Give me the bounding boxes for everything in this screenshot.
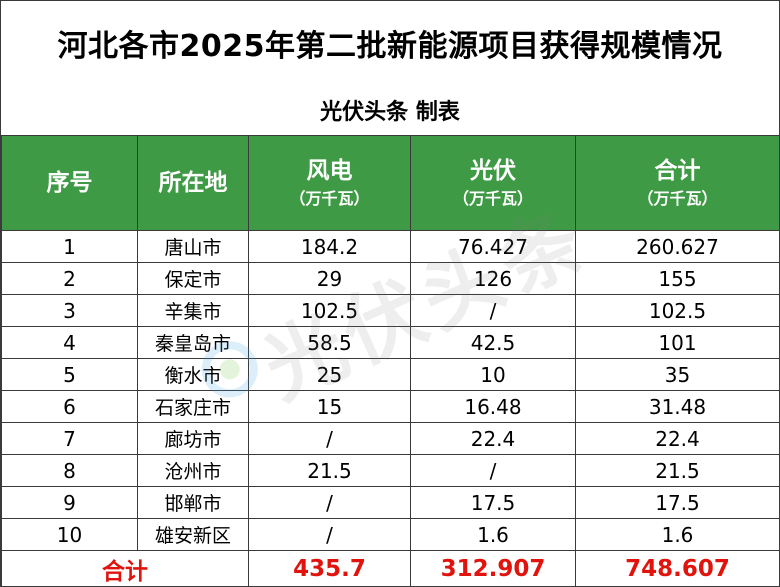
cell-wind: 15 — [248, 390, 411, 423]
cell-index: 5 — [1, 358, 138, 391]
header-wind: 风电 （万千瓦） — [248, 135, 411, 231]
cell-pv: 42.5 — [410, 326, 576, 359]
cell-total: 17.5 — [575, 486, 780, 519]
cell-index: 10 — [1, 518, 138, 551]
cell-wind: 102.5 — [248, 294, 411, 327]
capacity-table: 序号 所在地 风电 （万千瓦） 光伏 （万千瓦） 合计 （万千瓦） 1 唐山市 18… — [1, 135, 780, 587]
table-row: 3 辛集市 102.5/102.5 — [1, 294, 780, 327]
header-wind-unit: （万千瓦） — [289, 189, 370, 209]
cell-wind: 25 — [248, 358, 411, 391]
cell-total: 1.6 — [575, 518, 780, 551]
cell-total: 22.4 — [575, 422, 780, 455]
cell-pv: 10 — [410, 358, 576, 391]
cell-index: 7 — [1, 422, 138, 455]
cell-index: 3 — [1, 294, 138, 327]
cell-total: 31.48 — [575, 390, 780, 423]
table-row: 4 秦皇岛市 58.5 42.5 101 — [1, 326, 780, 359]
header-pv-unit: （万千瓦） — [452, 189, 533, 209]
cell-total: 155 — [575, 262, 780, 295]
cell-pv: 76.427 — [410, 230, 576, 263]
header-location: 所在地 — [137, 135, 249, 231]
cell-city: 秦皇岛市 — [137, 326, 249, 359]
header-index: 序号 — [1, 135, 138, 231]
cell-index: 4 — [1, 326, 138, 359]
total-wind: 435.7 — [248, 550, 411, 587]
cell-pv: / — [410, 294, 576, 327]
page-title: 河北各市2025年第二批新能源项目获得规模情况 — [57, 29, 723, 64]
cell-index: 6 — [1, 390, 138, 423]
table-row: 6 石家庄市 15 16.48 31.48 — [1, 390, 780, 423]
cell-city: 辛集市 — [137, 294, 249, 327]
cell-city: 廊坊市 — [137, 422, 249, 455]
cell-wind: / — [248, 486, 411, 519]
cell-pv: 22.4 — [410, 422, 576, 455]
total-label: 合计 — [1, 550, 249, 587]
cell-city: 沧州市 — [137, 454, 249, 487]
total-row: 合计 435.7 312.907 748.607 — [1, 550, 780, 587]
cell-index: 8 — [1, 454, 138, 487]
cell-wind: 184.2 — [248, 230, 411, 263]
cell-total: 101 — [575, 326, 780, 359]
total-sum: 748.607 — [575, 550, 780, 587]
total-pv: 312.907 — [410, 550, 576, 587]
header-total-label: 合计 — [654, 157, 701, 184]
cell-index: 1 — [1, 230, 138, 263]
table-row: 5 衡水市 25 10 35 — [1, 358, 780, 391]
table-row: 8 沧州市 21.5/21.5 — [1, 454, 780, 487]
table-row: 7 廊坊市/22.4 22.4 — [1, 422, 780, 455]
cell-wind: 21.5 — [248, 454, 411, 487]
cell-city: 石家庄市 — [137, 390, 249, 423]
table-row: 1 唐山市 184.2 76.427 260.627 — [1, 230, 780, 263]
cell-pv: 16.48 — [410, 390, 576, 423]
cell-total: 21.5 — [575, 454, 780, 487]
cell-pv: 17.5 — [410, 486, 576, 519]
cell-total: 35 — [575, 358, 780, 391]
header-wind-label: 风电 — [306, 157, 353, 184]
header-total-unit: （万千瓦） — [637, 189, 718, 209]
table-row: 9 邯郸市/17.5 17.5 — [1, 486, 780, 519]
cell-city: 唐山市 — [137, 230, 249, 263]
cell-wind: / — [248, 518, 411, 551]
cell-total: 260.627 — [575, 230, 780, 263]
cell-wind: 58.5 — [248, 326, 411, 359]
cell-pv: 126 — [410, 262, 576, 295]
cell-city: 邯郸市 — [137, 486, 249, 519]
cell-wind: / — [248, 422, 411, 455]
cell-wind: 29 — [248, 262, 411, 295]
cell-index: 9 — [1, 486, 138, 519]
header-pv: 光伏 （万千瓦） — [410, 135, 576, 231]
header-pv-label: 光伏 — [470, 157, 516, 184]
header-total: 合计 （万千瓦） — [575, 135, 780, 231]
table-body: 1 唐山市 184.2 76.427 260.627 2 保定市 29 126 155 3 辛集市 10… — [1, 230, 780, 587]
page-subtitle: 光伏头条 制表 — [320, 100, 460, 125]
cell-pv: 1.6 — [410, 518, 576, 551]
table-row: 10 雄安新区/1.6 1.6 — [1, 518, 780, 551]
cell-pv: / — [410, 454, 576, 487]
cell-total: 102.5 — [575, 294, 780, 327]
header-row: 序号 所在地 风电 （万千瓦） 光伏 （万千瓦） 合计 （万千瓦） — [1, 135, 780, 231]
cell-city: 雄安新区 — [137, 518, 249, 551]
table-row: 2 保定市 29 126 155 — [1, 262, 780, 295]
cell-index: 2 — [1, 262, 138, 295]
cell-city: 保定市 — [137, 262, 249, 295]
cell-city: 衡水市 — [137, 358, 249, 391]
